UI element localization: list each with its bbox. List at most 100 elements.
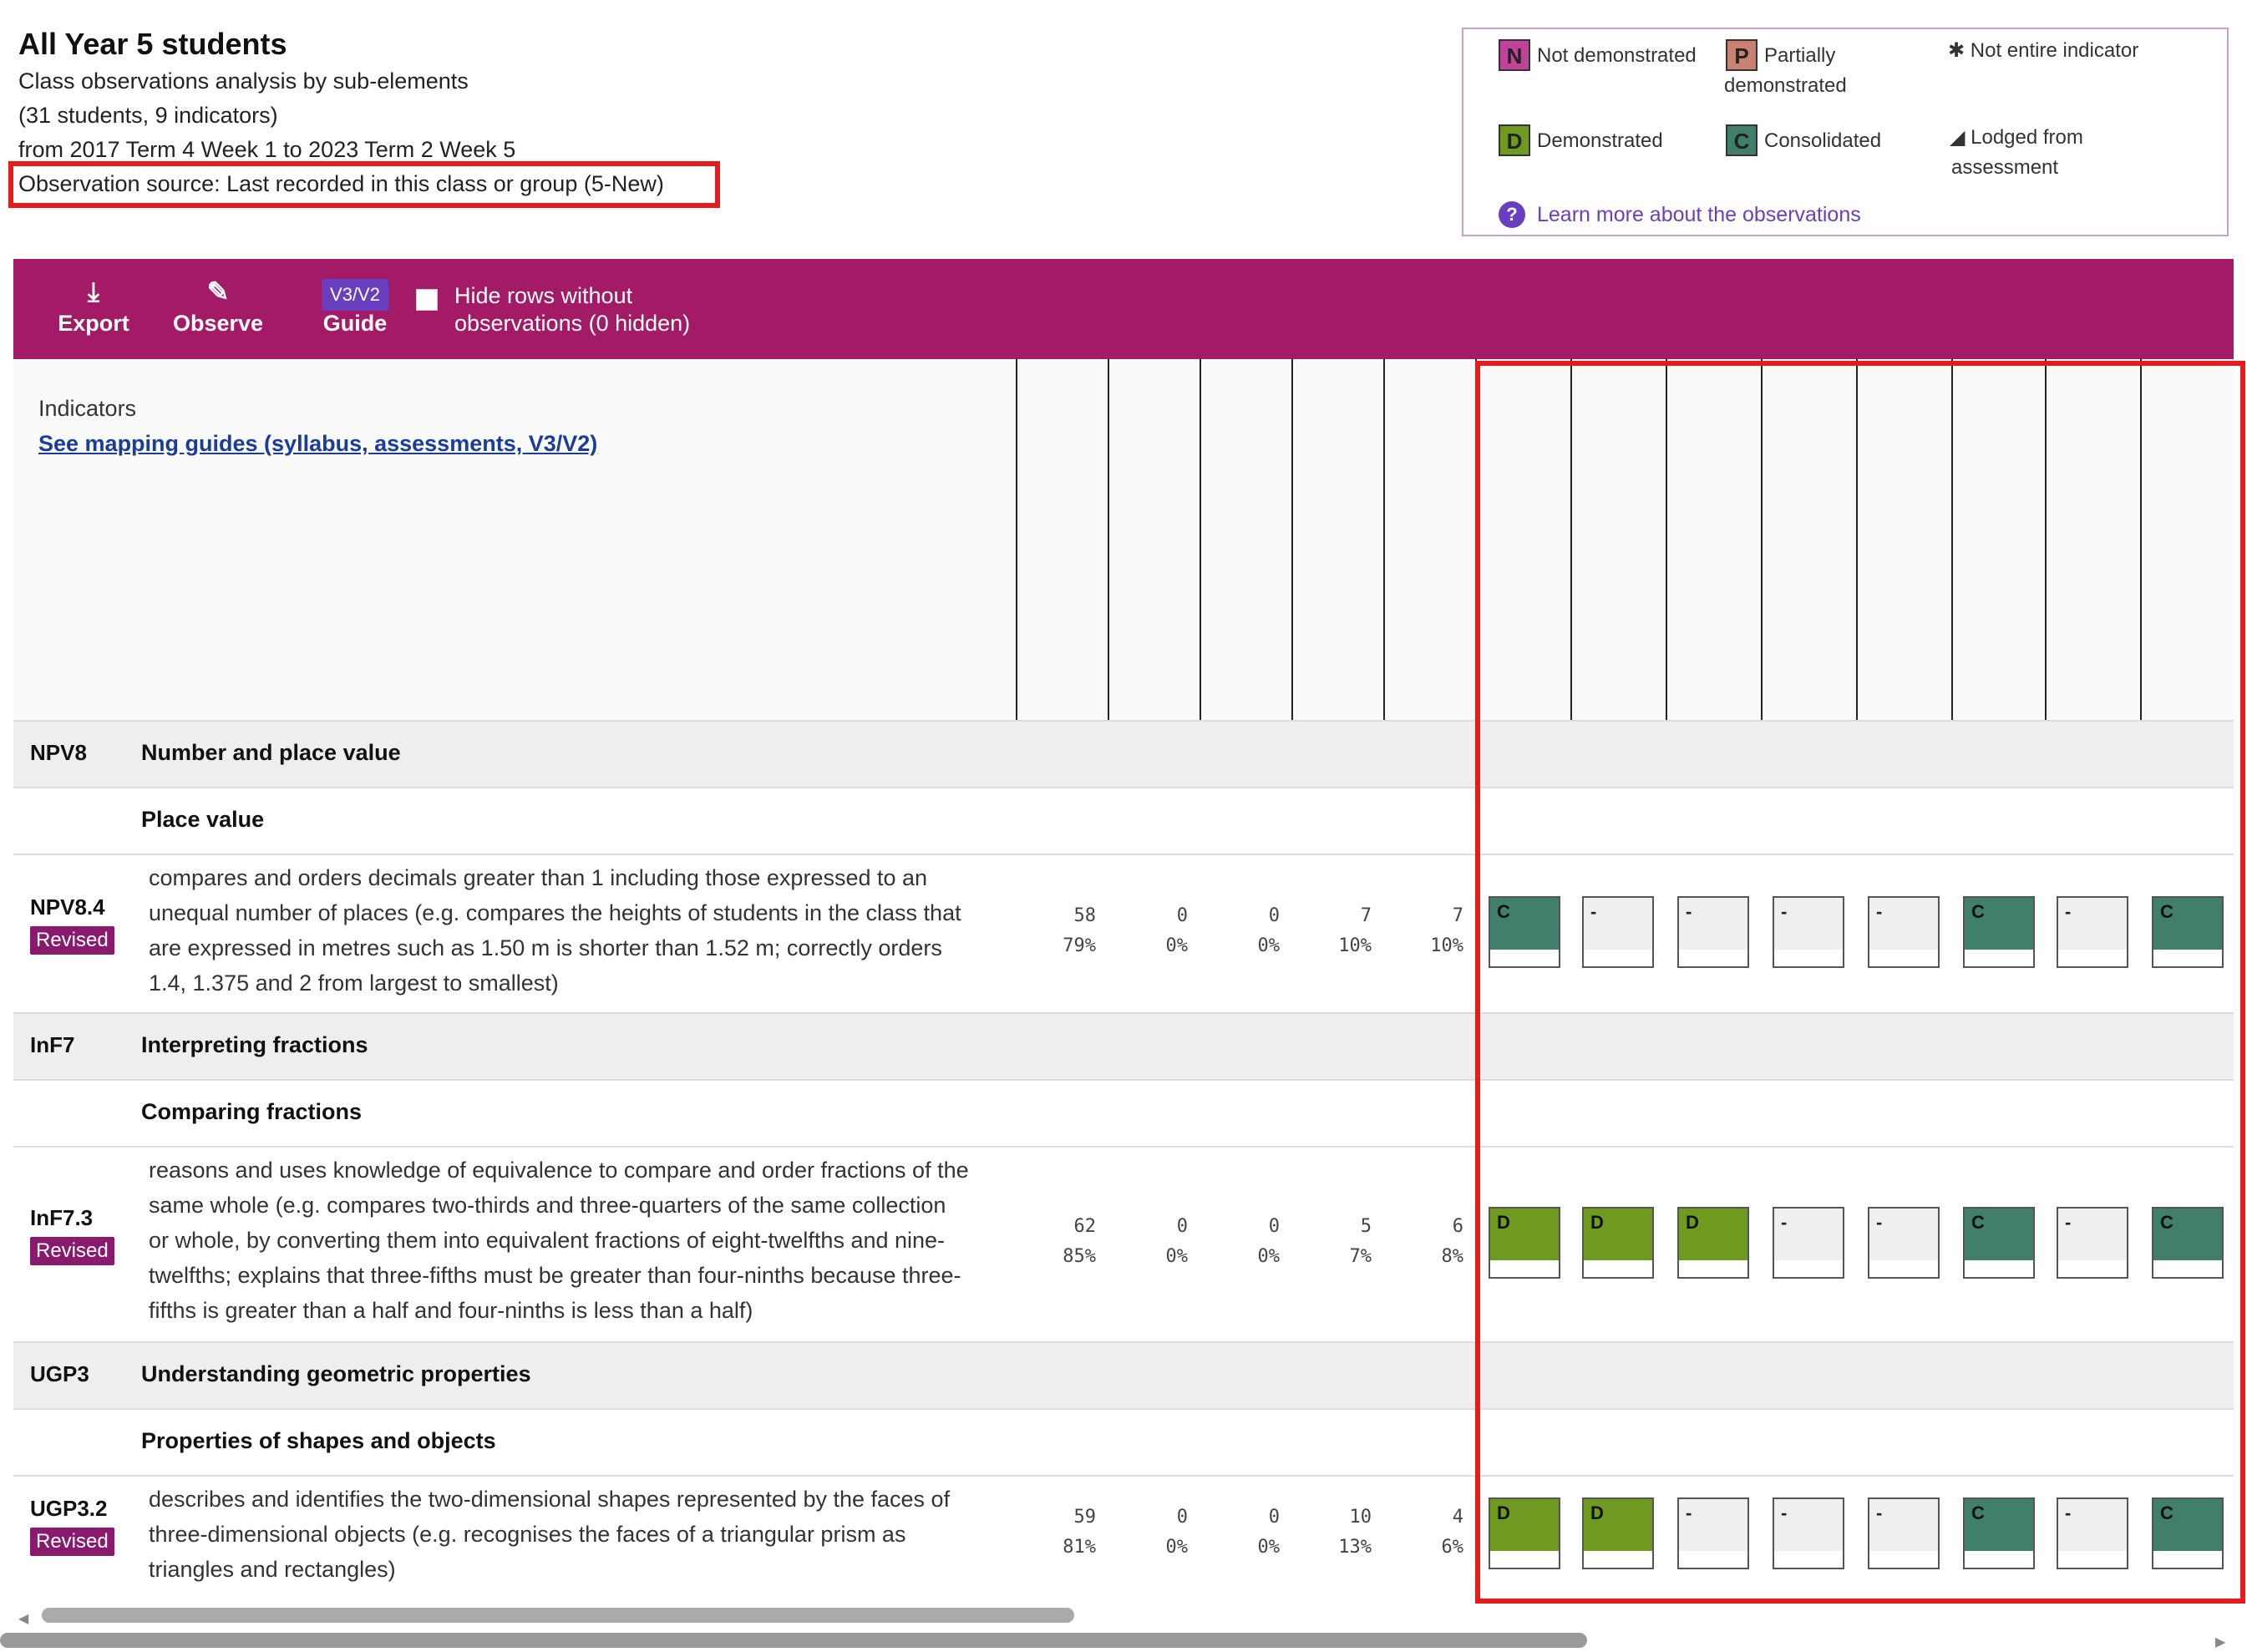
description-line: compares and orders decimals greater tha…	[149, 865, 928, 890]
observation-mark: -	[2058, 1499, 2127, 1551]
observation-cell[interactable]: C	[2152, 1497, 2224, 1569]
section-code: NPV8	[30, 740, 87, 765]
summary-count[interactable]: 0 0%	[1108, 901, 1189, 961]
subsection-name: Place value	[141, 807, 265, 832]
summary-count[interactable]: 0 0%	[1200, 1503, 1281, 1563]
date-range: from 2017 Term 4 Week 1 to 2023 Term 2 W…	[18, 137, 516, 162]
count-percent: 85%	[1063, 1246, 1096, 1267]
student-indicator-count: (31 students, 9 indicators)	[18, 103, 278, 128]
count-number: 0	[1176, 905, 1188, 926]
observation-mark: D	[1584, 1499, 1652, 1551]
summary-count[interactable]: 4 6%	[1383, 1503, 1464, 1563]
observation-cell[interactable]: C	[1963, 1207, 2035, 1279]
observation-cell[interactable]: -	[1868, 1497, 1940, 1569]
summary-count[interactable]: 0 0%	[1200, 1212, 1281, 1272]
consolidated-badge: C	[1726, 124, 1758, 156]
hide-rows-label[interactable]: Hide rows without observations (0 hidden…	[454, 282, 690, 337]
observation-cell[interactable]: -	[1773, 1207, 1844, 1279]
indicator-description: describes and identifies the two-dimensi…	[149, 1482, 1017, 1587]
column-divider	[1951, 359, 1953, 720]
indicator-code[interactable]: InF7.3	[30, 1205, 94, 1230]
table-header	[13, 359, 2234, 720]
count-percent: 8%	[1441, 1246, 1464, 1267]
scroll-right-arrow-icon[interactable]: ▶	[2215, 1635, 2226, 1649]
page-scrollbar[interactable]	[0, 1633, 1587, 1648]
summary-count[interactable]: 58 79%	[1016, 901, 1096, 961]
subsection-row	[13, 1079, 2234, 1148]
observation-cell[interactable]: D	[1677, 1207, 1749, 1279]
summary-count[interactable]: 7 10%	[1383, 901, 1463, 961]
observation-cell[interactable]: -	[1582, 896, 1654, 968]
guide-label: Guide	[322, 311, 388, 336]
observation-mark: D	[1490, 1209, 1559, 1260]
observation-cell[interactable]: -	[1677, 896, 1749, 968]
observation-cell[interactable]: D	[1582, 1207, 1654, 1279]
summary-count[interactable]: 10 13%	[1291, 1503, 1372, 1563]
download-icon: ⤓	[87, 276, 100, 307]
observation-cell[interactable]: C	[1489, 896, 1560, 968]
partially-demonstrated-badge: P	[1726, 39, 1758, 71]
observation-cell[interactable]: -	[2057, 896, 2128, 968]
count-percent: 13%	[1338, 1537, 1372, 1558]
count-percent: 0%	[1165, 1246, 1189, 1267]
export-button[interactable]: ⤓ Export	[43, 277, 144, 337]
count-percent: 0%	[1257, 935, 1281, 956]
guide-button[interactable]: V3/V2 Guide	[301, 277, 409, 337]
observation-cell[interactable]: C	[1963, 1497, 2035, 1569]
observation-cell[interactable]: D	[1489, 1207, 1560, 1279]
page-title: All Year 5 students	[18, 27, 287, 61]
observe-button[interactable]: ✎ Observe	[164, 277, 272, 337]
help-icon[interactable]: ?	[1499, 201, 1525, 228]
learn-more-link[interactable]: Learn more about the observations	[1537, 203, 1861, 226]
not-demonstrated-badge: N	[1499, 39, 1530, 71]
observation-cell[interactable]: -	[1868, 1207, 1940, 1279]
observation-mark: -	[2058, 1209, 2127, 1260]
scroll-left-arrow-icon[interactable]: ◀	[18, 1612, 29, 1626]
summary-count[interactable]: 59 81%	[1016, 1503, 1096, 1563]
description-line: reasons and uses knowledge of equivalenc…	[149, 1158, 969, 1183]
observation-cell[interactable]: -	[2057, 1207, 2128, 1279]
revised-badge: Revised	[30, 1237, 114, 1265]
observation-cell[interactable]: -	[1868, 896, 1940, 968]
indicator-description: compares and orders decimals greater tha…	[149, 860, 1017, 1001]
revised-badge: Revised	[30, 926, 114, 955]
summary-count[interactable]: 6 8%	[1383, 1212, 1464, 1272]
observation-cell[interactable]: -	[2057, 1497, 2128, 1569]
summary-count[interactable]: 0 0%	[1108, 1503, 1189, 1563]
legend-lodged-1: ◢ Lodged from	[1950, 126, 2083, 149]
section-code: UGP3	[30, 1361, 89, 1386]
observation-cell[interactable]: -	[1677, 1497, 1749, 1569]
legend-consolidated: Consolidated	[1764, 129, 1882, 152]
count-number: 0	[1176, 1216, 1188, 1237]
summary-count[interactable]: 7 10%	[1291, 901, 1372, 961]
summary-count[interactable]: 62 85%	[1016, 1212, 1096, 1272]
observation-cell[interactable]: -	[1773, 896, 1844, 968]
hide-rows-checkbox[interactable]	[416, 289, 438, 311]
column-divider	[2045, 359, 2047, 720]
observation-mark: C	[1965, 898, 2033, 950]
indicator-code[interactable]: NPV8.4	[30, 894, 105, 920]
observation-mark: -	[1584, 898, 1652, 950]
indicator-code[interactable]: UGP3.2	[30, 1496, 108, 1521]
description-line: twelfths; explains that three-fifths mus…	[149, 1263, 961, 1288]
observation-cell[interactable]: C	[1963, 896, 2035, 968]
summary-count[interactable]: 0 0%	[1108, 1212, 1189, 1272]
observation-cell[interactable]: C	[2152, 1207, 2224, 1279]
observe-label: Observe	[172, 311, 264, 336]
observation-cell[interactable]: -	[1773, 1497, 1844, 1569]
summary-count[interactable]: 5 7%	[1291, 1212, 1372, 1272]
observation-cell[interactable]: C	[2152, 896, 2224, 968]
observation-cell[interactable]: D	[1489, 1497, 1560, 1569]
mapping-guides-link[interactable]: See mapping guides (syllabus, assessment…	[38, 431, 598, 456]
subsection-name: Comparing fractions	[141, 1099, 363, 1124]
observation-mark: C	[1965, 1209, 2033, 1260]
summary-count[interactable]: 0 0%	[1200, 901, 1281, 961]
inner-scrollbar[interactable]	[42, 1608, 1074, 1623]
observation-cell[interactable]: D	[1582, 1497, 1654, 1569]
description-line: unequal number of places (e.g. compares …	[149, 900, 961, 925]
indicator-row	[13, 854, 2234, 1014]
description-line: 1.4, 1.375 and 2 from largest to smalles…	[149, 970, 559, 996]
section-name: Interpreting fractions	[141, 1032, 368, 1057]
observations-table: Indicators See mapping guides (syllabus,…	[13, 359, 2234, 1594]
observation-mark: -	[1774, 898, 1843, 950]
